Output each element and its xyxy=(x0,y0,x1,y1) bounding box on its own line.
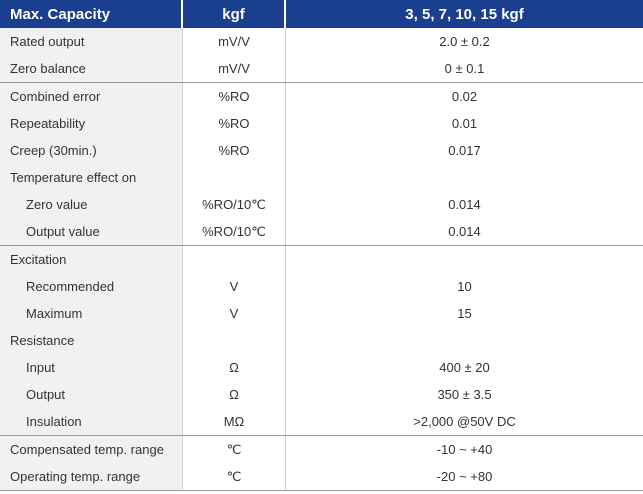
row-unit: Ω xyxy=(183,354,286,381)
table-row: Operating temp. range ℃ -20 ~ +80 xyxy=(0,463,643,490)
table-row: Zero value %RO/10℃ 0.014 xyxy=(0,191,643,218)
row-label: Temperature effect on xyxy=(0,164,183,191)
row-unit: %RO/10℃ xyxy=(183,218,286,245)
row-label: Recommended xyxy=(0,273,183,300)
table-row: Temperature effect on xyxy=(0,164,643,191)
row-label: Insulation xyxy=(0,408,183,435)
table-row: Creep (30min.) %RO 0.017 xyxy=(0,137,643,164)
row-value xyxy=(286,164,643,191)
row-label: Input xyxy=(0,354,183,381)
table-row: Output value %RO/10℃ 0.014 xyxy=(0,218,643,245)
table-header: Max. Capacity kgf 3, 5, 7, 10, 15 kgf xyxy=(0,0,643,28)
row-label: Output xyxy=(0,381,183,408)
row-value: 0.014 xyxy=(448,224,481,239)
row-value: 0.017 xyxy=(448,143,481,158)
row-unit: %RO xyxy=(183,110,286,137)
table-row: Combined error %RO 0.02 xyxy=(0,83,643,110)
row-unit: Ω xyxy=(183,381,286,408)
row-label: Creep (30min.) xyxy=(0,137,183,164)
row-unit: mV/V xyxy=(183,55,286,82)
row-label: Repeatability xyxy=(0,110,183,137)
row-value: -10 ~ +40 xyxy=(436,442,493,457)
table-row: Rated output mV/V 2.0 ± 0.2 xyxy=(0,28,643,55)
table-body: Rated output mV/V 2.0 ± 0.2 Zero balance mV/… xyxy=(0,28,643,491)
row-label: Combined error xyxy=(0,83,183,110)
row-unit xyxy=(183,246,286,273)
row-unit: V xyxy=(183,300,286,327)
row-value xyxy=(286,327,643,354)
table-row: Repeatability %RO 0.01 xyxy=(0,110,643,137)
row-unit: ℃ xyxy=(183,463,286,490)
row-value: -20 ~ +80 xyxy=(436,469,493,484)
row-unit: %RO/10℃ xyxy=(183,191,286,218)
table-row: Recommended V 10 xyxy=(0,273,643,300)
row-value xyxy=(286,246,643,273)
row-label: Output value xyxy=(0,218,183,245)
header-unit: kgf xyxy=(183,0,286,28)
table-row: Zero balance mV/V 0 ± 0.1 xyxy=(0,55,643,82)
row-group: Excitation Recommended V 10 Maximum V 15 Resist… xyxy=(0,246,643,436)
table-row: Input Ω 400 ± 20 xyxy=(0,354,643,381)
row-label: Excitation xyxy=(0,246,183,273)
row-value: >2,000 @50V DC xyxy=(413,414,516,429)
table-row: Insulation MΩ >2,000 @50V DC xyxy=(0,408,643,435)
row-value: 2.0 ± 0.2 xyxy=(439,34,490,49)
row-value: 0.014 xyxy=(448,197,481,212)
row-unit: V xyxy=(183,273,286,300)
row-label: Operating temp. range xyxy=(0,463,183,490)
row-value: 0.01 xyxy=(451,116,478,131)
row-unit xyxy=(183,327,286,354)
row-unit xyxy=(183,164,286,191)
table-row: Resistance xyxy=(0,327,643,354)
row-unit: ℃ xyxy=(183,436,286,463)
row-label: Zero value xyxy=(0,191,183,218)
row-label: Maximum xyxy=(0,300,183,327)
row-unit: %RO xyxy=(183,83,286,110)
row-value: 350 ± 3.5 xyxy=(437,387,492,402)
row-label: Zero balance xyxy=(0,55,183,82)
row-label: Compensated temp. range xyxy=(0,436,183,463)
table-row: Excitation xyxy=(0,246,643,273)
row-value: 15 xyxy=(457,306,472,321)
row-value: 0.02 xyxy=(451,89,478,104)
row-value: 400 ± 20 xyxy=(439,360,490,375)
row-group: Rated output mV/V 2.0 ± 0.2 Zero balance mV/… xyxy=(0,28,643,83)
row-unit: MΩ xyxy=(183,408,286,435)
row-label: Rated output xyxy=(0,28,183,55)
row-label: Resistance xyxy=(0,327,183,354)
row-group: Compensated temp. range ℃ -10 ~ +40 Operati… xyxy=(0,436,643,491)
row-group: Combined error %RO 0.02 Repeatability %RO 0.0… xyxy=(0,83,643,246)
header-capacity: Max. Capacity xyxy=(0,0,183,28)
table-row: Compensated temp. range ℃ -10 ~ +40 xyxy=(0,436,643,463)
header-range: 3, 5, 7, 10, 15 kgf xyxy=(405,5,524,23)
row-unit: mV/V xyxy=(183,28,286,55)
row-unit: %RO xyxy=(183,137,286,164)
row-value: 0 ± 0.1 xyxy=(444,61,485,76)
table-row: Output Ω 350 ± 3.5 xyxy=(0,381,643,408)
table-row: Maximum V 15 xyxy=(0,300,643,327)
row-value: 10 xyxy=(457,279,472,294)
